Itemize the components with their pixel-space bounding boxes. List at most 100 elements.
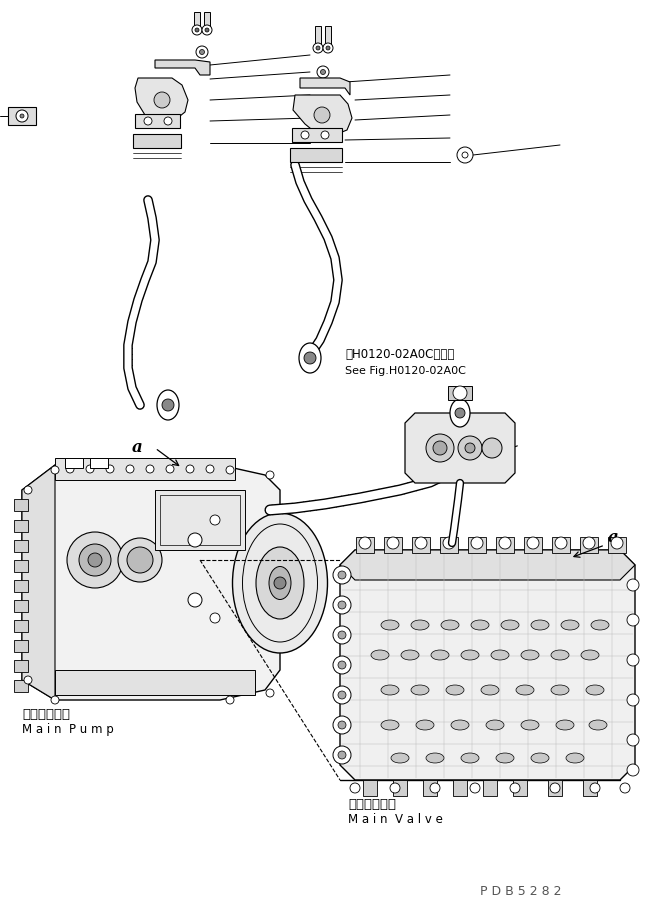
Bar (14, 640, 28, 652)
Ellipse shape (516, 685, 534, 695)
Circle shape (471, 537, 483, 549)
Ellipse shape (496, 753, 514, 763)
Polygon shape (340, 550, 635, 580)
Ellipse shape (521, 650, 539, 660)
Ellipse shape (426, 753, 444, 763)
Ellipse shape (586, 685, 604, 695)
Bar (204, 12, 210, 30)
Circle shape (20, 114, 24, 118)
Circle shape (304, 352, 316, 364)
Bar (14, 580, 28, 592)
Circle shape (338, 601, 346, 609)
Ellipse shape (461, 753, 479, 763)
Circle shape (627, 654, 639, 666)
Ellipse shape (269, 567, 291, 600)
Ellipse shape (157, 390, 179, 420)
Ellipse shape (481, 685, 499, 695)
Circle shape (627, 579, 639, 591)
Ellipse shape (451, 720, 469, 730)
Ellipse shape (446, 685, 464, 695)
Ellipse shape (589, 720, 607, 730)
Circle shape (482, 438, 502, 458)
Bar (468, 537, 486, 553)
Circle shape (166, 465, 174, 473)
Bar (524, 537, 542, 553)
Polygon shape (135, 78, 188, 122)
Circle shape (620, 783, 630, 793)
Ellipse shape (411, 620, 429, 630)
Polygon shape (22, 465, 55, 700)
Bar (8, 107, 36, 125)
Circle shape (555, 537, 567, 549)
Circle shape (206, 465, 214, 473)
Bar (513, 780, 527, 796)
Ellipse shape (521, 720, 539, 730)
Text: メインポンプ: メインポンプ (22, 708, 70, 721)
Circle shape (186, 465, 194, 473)
Ellipse shape (551, 685, 569, 695)
Bar (14, 499, 28, 511)
Circle shape (510, 783, 520, 793)
Ellipse shape (581, 650, 599, 660)
Circle shape (88, 553, 102, 567)
Circle shape (338, 691, 346, 699)
Ellipse shape (531, 620, 549, 630)
Ellipse shape (416, 720, 434, 730)
Circle shape (455, 408, 465, 418)
Circle shape (359, 537, 371, 549)
Circle shape (146, 465, 154, 473)
Circle shape (333, 566, 351, 584)
Text: a: a (608, 529, 619, 546)
Bar (14, 540, 28, 552)
Polygon shape (300, 78, 350, 95)
Ellipse shape (561, 620, 579, 630)
Circle shape (200, 50, 205, 54)
Circle shape (333, 716, 351, 734)
Circle shape (266, 689, 274, 697)
Circle shape (316, 46, 320, 50)
Circle shape (24, 486, 32, 494)
Ellipse shape (381, 685, 399, 695)
Ellipse shape (441, 620, 459, 630)
Circle shape (154, 92, 170, 108)
Bar (14, 600, 28, 612)
Circle shape (550, 783, 560, 793)
Circle shape (627, 734, 639, 746)
Text: a: a (132, 439, 143, 456)
Ellipse shape (556, 720, 574, 730)
Ellipse shape (381, 720, 399, 730)
Circle shape (226, 696, 234, 704)
Circle shape (164, 117, 172, 125)
Circle shape (323, 43, 333, 53)
Circle shape (338, 571, 346, 579)
Circle shape (333, 626, 351, 644)
Bar (325, 26, 331, 48)
Bar (356, 537, 374, 553)
Bar (552, 537, 570, 553)
Ellipse shape (401, 650, 419, 660)
Ellipse shape (551, 650, 569, 660)
Bar (315, 26, 321, 48)
Circle shape (106, 465, 114, 473)
Circle shape (465, 443, 475, 453)
Circle shape (210, 515, 220, 525)
Circle shape (126, 465, 134, 473)
Bar (14, 660, 28, 672)
Circle shape (301, 131, 309, 139)
Circle shape (387, 537, 399, 549)
Bar (14, 560, 28, 572)
Circle shape (415, 537, 427, 549)
Ellipse shape (486, 720, 504, 730)
Circle shape (326, 46, 330, 50)
Circle shape (314, 107, 330, 123)
Bar (194, 12, 200, 30)
Text: メインバルブ: メインバルブ (348, 798, 396, 811)
Ellipse shape (431, 650, 449, 660)
Ellipse shape (450, 399, 470, 427)
Bar (393, 780, 407, 796)
Circle shape (321, 131, 329, 139)
Circle shape (162, 399, 174, 411)
Circle shape (313, 43, 323, 53)
Ellipse shape (501, 620, 519, 630)
Circle shape (24, 676, 32, 684)
